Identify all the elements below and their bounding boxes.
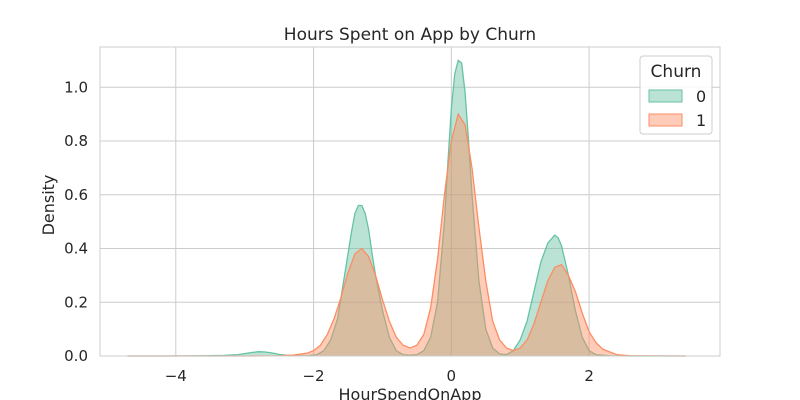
density-area-1 [127,114,686,356]
density-areas [127,59,686,357]
y-tick-label: 0.6 [64,186,88,204]
x-tick-label: −4 [165,367,187,385]
density-line-0 [127,59,686,357]
legend-swatch-0 [648,89,683,103]
plot-frame [99,46,721,357]
y-tick-label: 0.4 [64,240,88,258]
chart-title: Hours Spent on App by Churn [284,25,536,45]
legend: Churn 0 1 [639,55,713,135]
legend-label-1: 1 [696,111,706,130]
legend-swatch-1 [648,113,683,127]
x-tick-labels: −4 −2 0 2 [165,367,594,385]
x-axis-label: HourSpendOnApp [339,385,482,400]
y-tick-label: 1.0 [64,78,88,96]
legend-title: Churn [651,62,702,82]
y-tick-label: 0.8 [64,132,88,150]
grid-lines [100,47,720,357]
legend-label-0: 0 [696,87,706,106]
x-tick-label: 2 [584,367,594,385]
y-tick-label: 0.2 [64,293,88,311]
x-tick-label: 0 [447,367,457,385]
y-axis-label: Density [39,175,58,236]
density-area-0 [127,60,686,357]
y-tick-labels: 0.0 0.2 0.4 0.6 0.8 1.0 [64,78,88,365]
x-tick-label: −2 [302,367,324,385]
density-line-1 [127,112,686,357]
y-tick-label: 0.0 [64,347,88,365]
